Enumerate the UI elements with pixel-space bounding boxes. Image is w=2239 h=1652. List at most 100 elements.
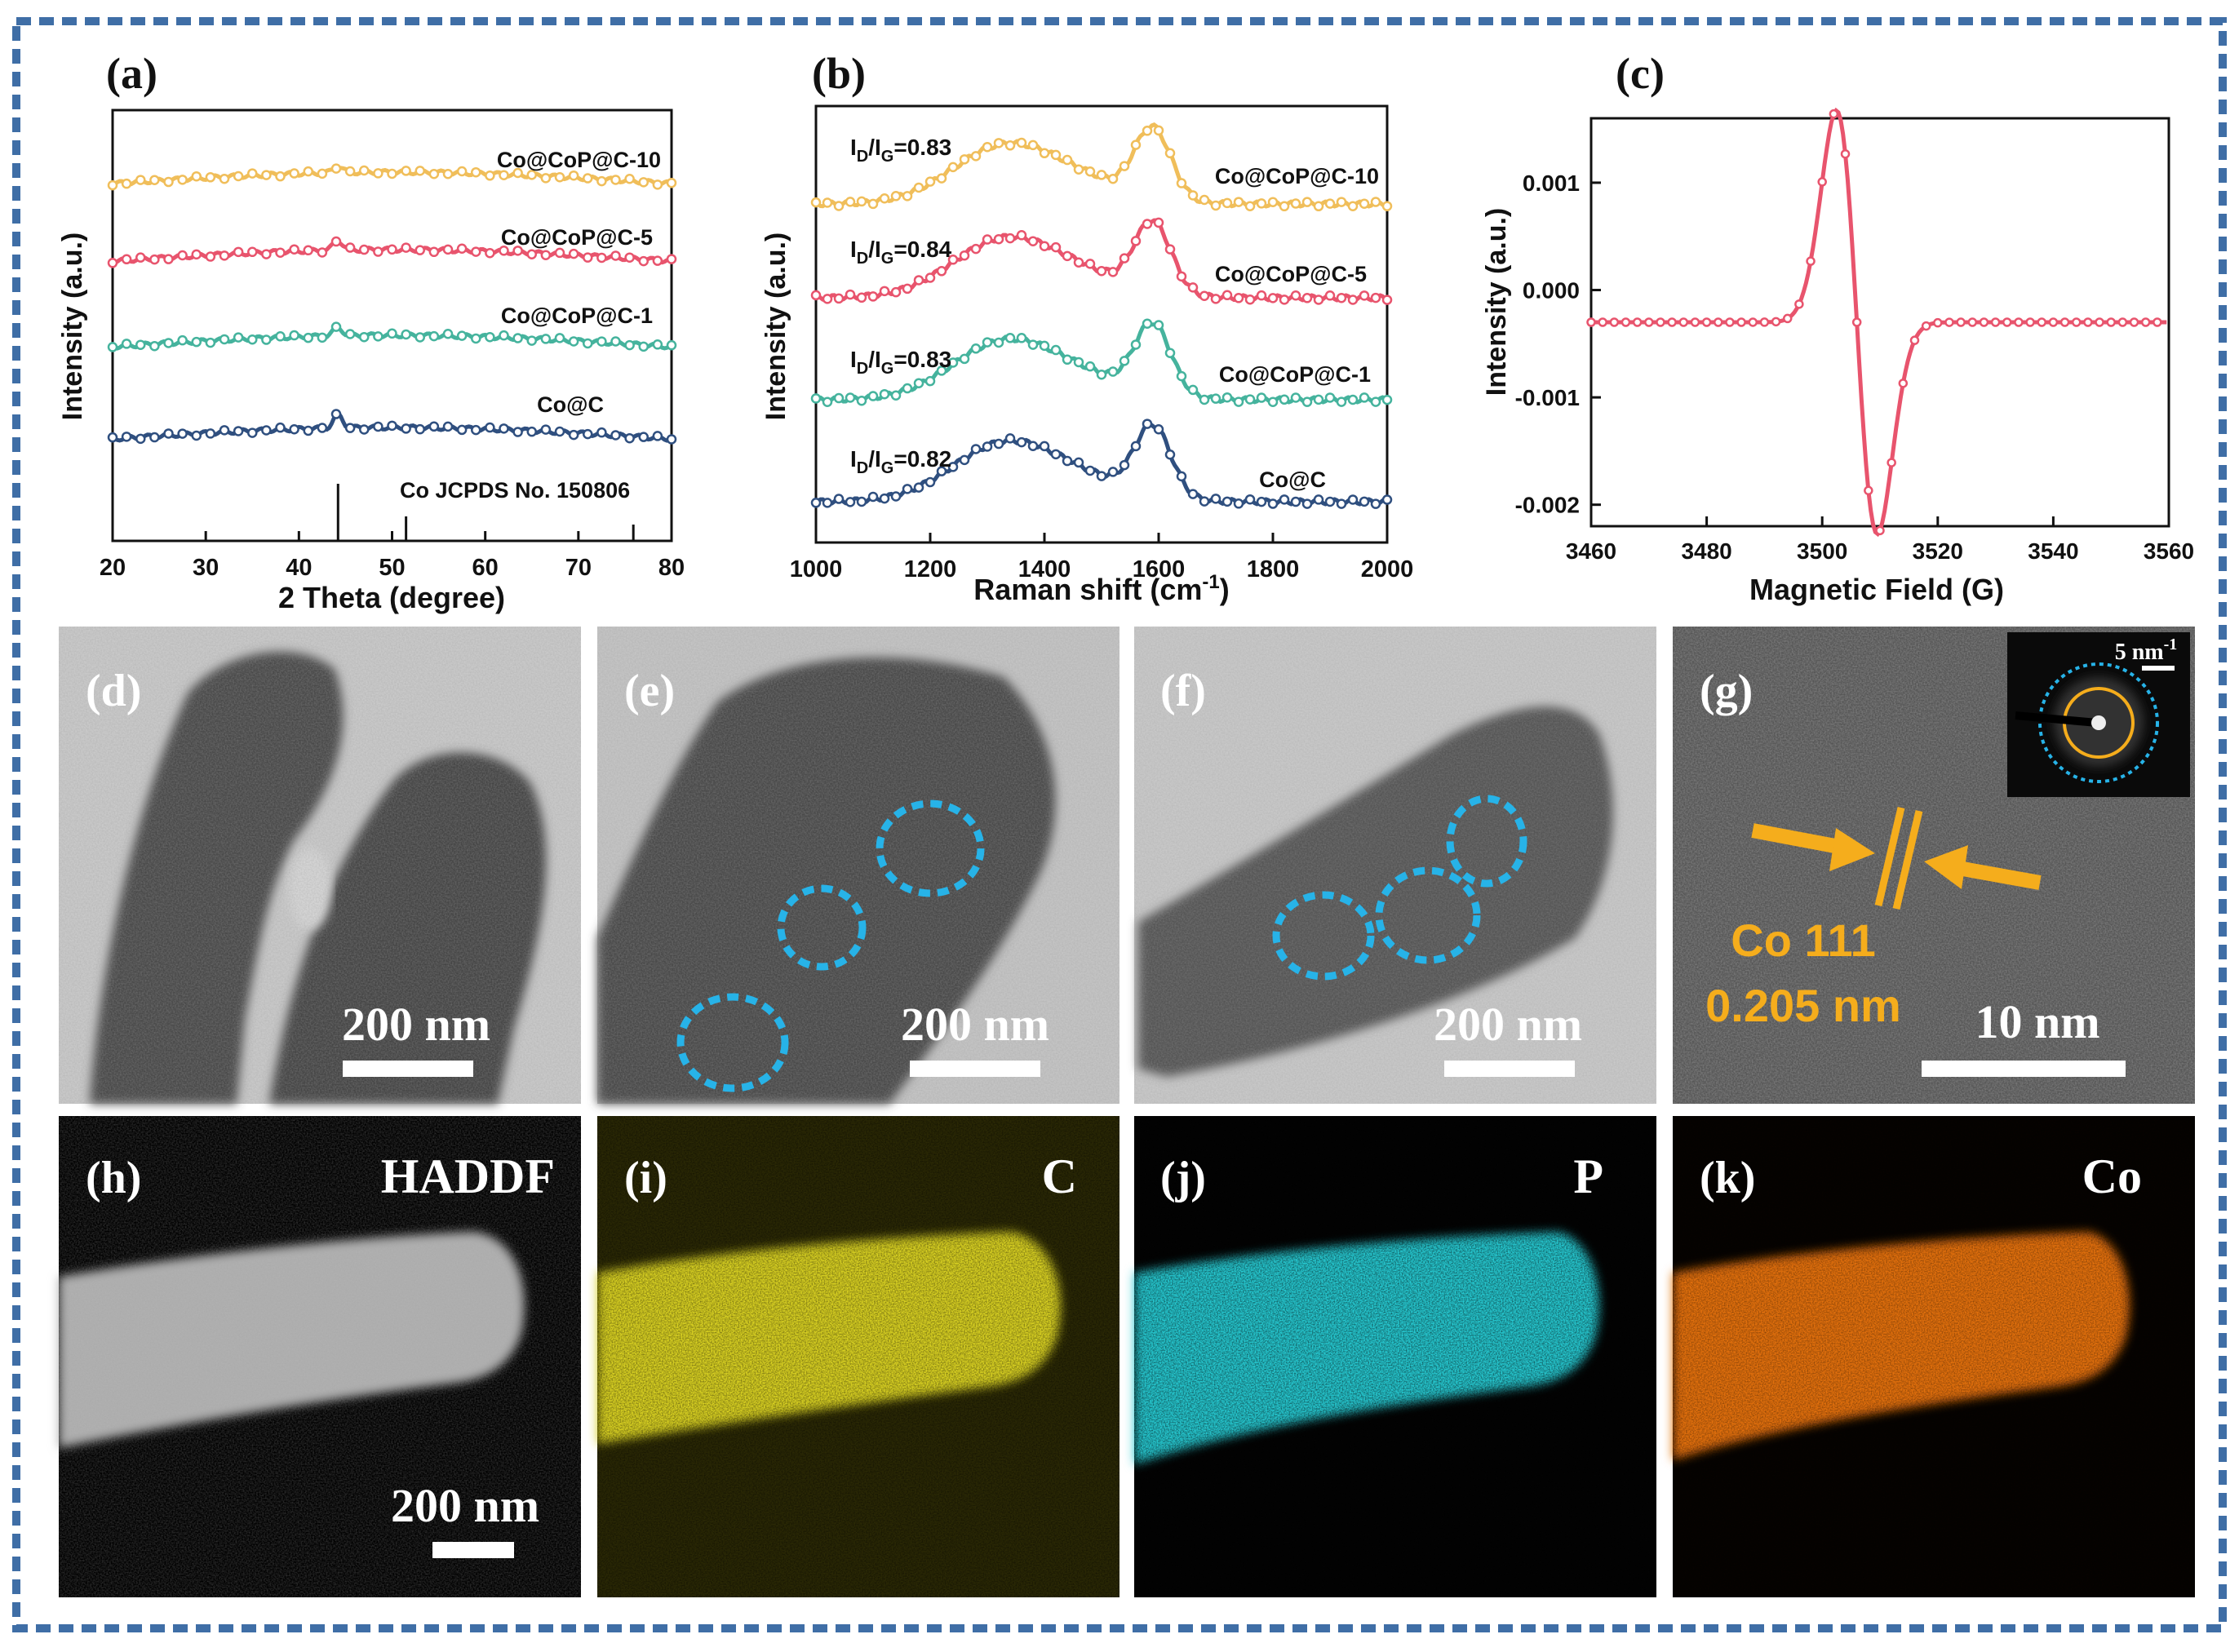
panel-a-series-marker (344, 329, 356, 339)
panel-g-lattice-line-1 (1874, 806, 1905, 907)
panel-a-series-marker (512, 427, 523, 437)
panel-b-series-marker (1324, 290, 1336, 301)
panel-d-texture (59, 627, 581, 1104)
panel-b-series-marker (856, 396, 867, 406)
panel-a-xtick-label: 30 (193, 555, 219, 581)
panel-b-series-marker (810, 290, 822, 301)
panel-a-series-marker (247, 246, 258, 258)
panel-a-series-marker (219, 250, 230, 261)
panel-b-series-marker (1313, 494, 1324, 505)
panel-b-series-marker (833, 201, 845, 211)
panel-a-series-marker (344, 242, 356, 253)
panel-c-series-marker (1667, 317, 1677, 327)
panel-f-circle-3 (1272, 891, 1375, 981)
panel-a-series-marker (610, 336, 621, 347)
panel-j-letter: (j) (1160, 1153, 1206, 1203)
panel-a-series-marker (317, 247, 328, 258)
panel-a-series-marker (177, 334, 188, 346)
panel-c-series-marker (1714, 317, 1723, 327)
panel-b-series-marker (867, 198, 879, 210)
panel-b-series-marker (1004, 140, 1016, 151)
panel-a-series-marker (303, 245, 313, 256)
panel-a-series-marker (456, 166, 468, 177)
panel-a-series-marker (554, 171, 565, 183)
panel-a-series-marker (275, 171, 286, 182)
panel-b-series-marker (913, 378, 924, 388)
panel-b-series-marker (1199, 496, 1210, 507)
panel-g-arrow-right-head (1924, 845, 1968, 889)
panel-c-series-marker (1644, 317, 1654, 327)
panel-a-series-marker (191, 171, 202, 182)
panel-k-letter: (k) (1700, 1153, 1755, 1203)
panel-a-series-marker (568, 429, 579, 441)
panel-a-series-marker (330, 236, 342, 247)
panel-f-texture (1134, 627, 1656, 1104)
panel-b-series-marker (1347, 201, 1359, 211)
panel-b-series-marker (1244, 201, 1256, 212)
panel-c-series-marker (1632, 317, 1643, 327)
panel-c-series-marker (1621, 317, 1631, 327)
panel-a-series-marker (583, 338, 593, 349)
panel-a-series-marker (442, 244, 454, 255)
panel-a-series-marker (624, 339, 635, 351)
panel-b-series-marker (1187, 489, 1199, 499)
panel-c-xtick-label: 3460 (1566, 538, 1616, 564)
panel-b-series-marker (1244, 394, 1256, 405)
panel-b-series-marker (1187, 384, 1199, 396)
panel-c-letter: (c) (1616, 49, 1665, 98)
panel-c-ylabel: Intensity (a.u.) (1481, 208, 1512, 396)
panel-b-xtick-label: 1800 (1247, 556, 1300, 582)
panel-b-series-marker (890, 491, 902, 502)
panel-b-series-marker (1336, 396, 1347, 407)
panel-b-xtick-label: 2000 (1361, 556, 1414, 582)
panel-b-series-marker (856, 292, 867, 303)
panel-a-series-marker (499, 423, 509, 434)
panel-a-series-marker (205, 251, 216, 262)
panel-a-series-marker (526, 426, 537, 437)
panel-b-series-marker (856, 196, 867, 207)
panel-b-series-marker (1347, 394, 1359, 405)
panel-a-series-marker (317, 168, 328, 179)
panel-j: (j) P (1134, 1116, 1656, 1597)
panel-b-series-marker (1142, 126, 1153, 136)
panel-b-series-marker (1267, 197, 1279, 207)
panel-a-series-marker (121, 254, 132, 265)
panel-b-series-marker (845, 197, 856, 207)
panel-g-lattice-line-2 (1892, 809, 1923, 910)
panel-a-series-marker (317, 423, 328, 433)
panel-b-series-marker (1050, 149, 1062, 161)
panel-b-series-marker (1119, 253, 1130, 264)
panel-b-series-marker (982, 234, 993, 245)
panel-b-series-marker (1279, 494, 1290, 505)
panel-a-series-marker (373, 331, 384, 342)
panel-b-series-marker (822, 197, 833, 208)
panel-b-series-marker (1370, 498, 1381, 509)
panel-b-series-marker (1027, 236, 1039, 246)
panel-f: (f) 200 nm (1134, 627, 1656, 1104)
panel-b-series-marker (1290, 392, 1301, 403)
panel-c-series-marker (1990, 317, 2001, 327)
panel-b-series-marker (1096, 471, 1107, 481)
panel-a-series-marker (638, 255, 649, 267)
panel-b-series-marker (1210, 393, 1221, 404)
panel-a-series-marker (317, 332, 328, 343)
panel-a-series-marker (526, 249, 537, 259)
panel-b-series-marker (1301, 396, 1313, 407)
panel-a-xtick-label: 50 (379, 555, 405, 581)
panel-b-series-marker (856, 496, 867, 507)
panel-a-series-marker (583, 173, 593, 184)
panel-b-series-marker (982, 337, 993, 348)
panel-b-series-marker (1164, 148, 1176, 159)
panel-c-curve (1586, 107, 2167, 538)
panel-b-series-marker (1233, 396, 1244, 407)
panel-a-series-marker (401, 329, 411, 340)
panel-b-series-marker (867, 391, 879, 401)
panel-a-reference-label: Co JCPDS No. 150806 (400, 478, 630, 503)
panel-a-series-marker (401, 166, 411, 176)
panel-a-series-marker (610, 430, 621, 441)
panel-a-label-coc: Co@C (537, 392, 604, 417)
panel-g-d-spacing: 0.205 nm (1705, 980, 1901, 1031)
panel-a-series-marker (442, 168, 454, 179)
panel-b-series-marker (1130, 236, 1142, 246)
panel-a-xtick-label: 40 (286, 555, 312, 581)
